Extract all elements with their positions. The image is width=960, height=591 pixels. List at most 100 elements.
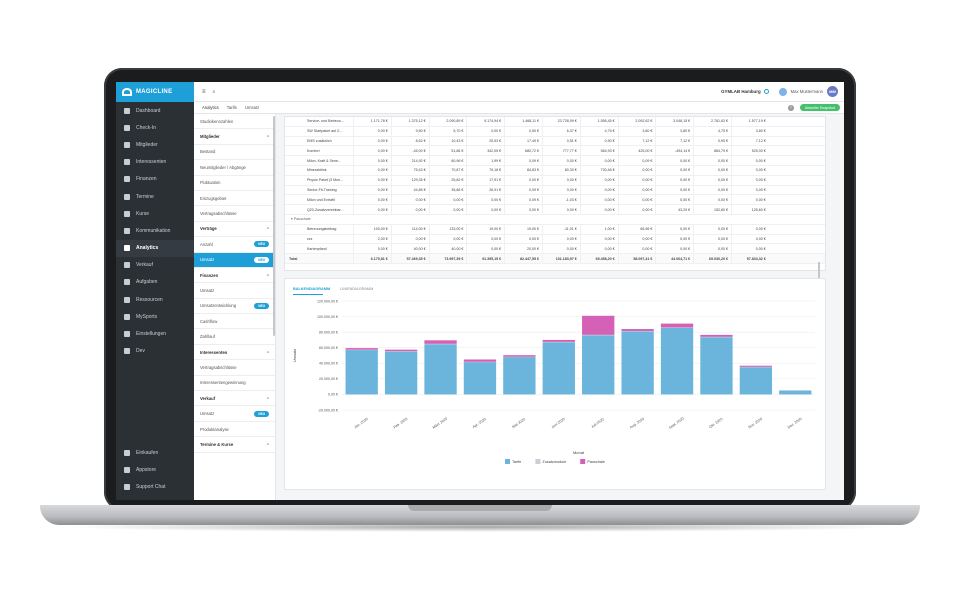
sidebar-item-check-in[interactable]: Check-In xyxy=(116,119,194,136)
subnav-item[interactable]: Zahllauf xyxy=(194,329,275,345)
search-icon[interactable]: ⌕ xyxy=(212,88,216,95)
legend-label[interactable]: Pauschale xyxy=(587,460,605,464)
subnav-item[interactable]: Interessentengewinnung xyxy=(194,376,275,392)
subnav-item[interactable]: Einzugsgebiet xyxy=(194,191,275,207)
chevron-up-icon[interactable]: ^ xyxy=(266,441,269,447)
tab-bar-chart[interactable]: BALKENDIAGRAMM xyxy=(293,287,331,291)
table-cell: 0,00 € xyxy=(353,156,391,165)
chevron-up-icon[interactable]: ^ xyxy=(266,226,269,232)
bar-pauschale-5[interactable] xyxy=(542,339,575,342)
sidebar-item-dev[interactable]: Dev xyxy=(116,343,194,360)
legend-label[interactable]: Tarife xyxy=(512,460,521,464)
analytics-subnav: Studiokennzahlen Mitglieder ^ Bestand Neumit… xyxy=(194,114,276,500)
bar-tarife-0[interactable] xyxy=(345,350,378,395)
sidebar-item-kurse[interactable]: Kurse xyxy=(116,205,194,222)
bar-tarife-10[interactable] xyxy=(739,367,773,395)
sidebar-item-analytics[interactable]: Analytics xyxy=(116,239,194,257)
subnav-section-header[interactable]: Interessenten ^ xyxy=(194,345,275,361)
subnav-item[interactable]: Neumitglieder / Abgänge xyxy=(194,160,275,176)
chevron-up-icon[interactable]: ^ xyxy=(266,349,269,355)
bar-pauschale-9[interactable] xyxy=(700,334,733,337)
sidebar-item-termine[interactable]: Termine xyxy=(116,188,194,205)
bar-pauschale-6[interactable] xyxy=(582,315,615,335)
subnav-item[interactable]: Produktanalyse xyxy=(194,422,275,438)
table-cell: 0,51 € xyxy=(541,136,580,146)
bar-pauschale-2[interactable] xyxy=(424,340,457,344)
sidebar-item-ressourcen[interactable]: Ressourcen xyxy=(116,291,194,308)
bar-tarife-1[interactable] xyxy=(384,351,418,395)
studio-name[interactable]: GYMLAB Hamburg xyxy=(721,89,761,94)
row-label: SW Startpaket auf 2... xyxy=(307,129,343,134)
subnav-section-header[interactable]: Verträge ^ xyxy=(194,222,275,238)
user-name[interactable]: Max Mustermann xyxy=(790,89,823,94)
subnav-section-header[interactable]: Mitglieder ^ xyxy=(194,129,275,145)
subnav-item[interactable]: Umsatzentwicklung NEU xyxy=(194,299,275,315)
subnav-item[interactable]: Cashflow xyxy=(194,314,275,330)
subnav-item[interactable]: Vertragsabschlüsse xyxy=(194,360,275,376)
bar-pauschale-1[interactable] xyxy=(384,349,418,352)
subnav-item[interactable]: Umsatz NEU xyxy=(194,406,275,422)
sidebar-item-interessenten[interactable]: Interessenten xyxy=(116,154,194,171)
subnav-item[interactable]: Umsatz NEU xyxy=(194,252,275,268)
studio-avatar[interactable] xyxy=(778,87,787,96)
sidebar-item-support-chat[interactable]: Support Chat xyxy=(116,478,194,495)
hamburger-menu-icon[interactable]: ≡ xyxy=(202,88,206,95)
tab-umsatz[interactable]: Umsatz xyxy=(245,105,260,110)
bar-tarife-7[interactable] xyxy=(621,331,654,395)
sidebar-item-verkauf[interactable]: Verkauf xyxy=(116,257,194,274)
bar-tarife-8[interactable] xyxy=(660,327,694,395)
subnav-item[interactable]: Studiokennzahlen xyxy=(194,114,275,130)
bar-pauschale-7[interactable] xyxy=(621,329,654,331)
table-cell: 0,00 € xyxy=(466,205,504,214)
table-cell: 0,00 € xyxy=(617,165,656,175)
sidebar-item-appstore[interactable]: Appstore xyxy=(116,461,194,478)
bar-pauschale-10[interactable] xyxy=(739,365,773,367)
x-axis-label: Monat xyxy=(573,450,585,455)
sidebar-item-kommunikation[interactable]: Kommunikation xyxy=(116,222,194,239)
bar-tarife-3[interactable] xyxy=(463,362,497,395)
snapshot-button[interactable]: Aktueller Snapshot xyxy=(799,104,840,111)
subnav-item[interactable]: Anzahl NEU xyxy=(194,237,275,253)
bar-tarife-11[interactable] xyxy=(779,390,812,395)
chevron-up-icon[interactable]: ^ xyxy=(266,395,269,401)
sidebar-item-mitglieder[interactable]: Mitglieder xyxy=(116,136,194,153)
subnav-item[interactable]: Bestand xyxy=(194,145,275,161)
group-row[interactable]: ▾ Pauschale xyxy=(285,215,825,225)
subnav-item[interactable]: Umsatz xyxy=(194,283,275,299)
bar-pauschale-4[interactable] xyxy=(503,355,536,357)
row-label: Kartenpfand xyxy=(307,246,327,251)
subnav-label: Finanzen xyxy=(200,272,219,278)
bar-tarife-4[interactable] xyxy=(503,357,536,395)
subnav-section-header[interactable]: Termine & Kurse ^ xyxy=(194,437,275,453)
help-icon[interactable]: ? xyxy=(787,104,794,111)
logo[interactable]: MAGICLINE xyxy=(116,82,194,102)
subnav-scrollbar[interactable] xyxy=(273,116,275,336)
subnav-section-header[interactable]: Verkauf ^ xyxy=(194,391,275,407)
bar-pauschale-0[interactable] xyxy=(345,348,378,350)
subnav-item[interactable]: Vertragsabschlüsse xyxy=(194,206,275,222)
tab-analytics[interactable]: Analytics xyxy=(202,105,219,110)
bar-tarife-6[interactable] xyxy=(582,335,615,395)
bar-tarife-9[interactable] xyxy=(700,337,733,395)
sidebar-item-einstellungen[interactable]: Einstellungen xyxy=(116,325,194,342)
legend-label[interactable]: Zusatzmodule xyxy=(542,460,566,464)
sidebar-item-einkaufen[interactable]: Einkaufen xyxy=(116,444,194,461)
bar-pauschale-3[interactable] xyxy=(463,359,497,362)
table-cell: 4,75 € xyxy=(579,126,618,136)
bar-pauschale-8[interactable] xyxy=(660,323,694,328)
sidebar-item-mysports[interactable]: MySports xyxy=(116,308,194,325)
table-cell: 0,00 € xyxy=(693,244,731,254)
sidebar-item-aufgaben[interactable]: Aufgaben xyxy=(116,274,194,291)
chevron-up-icon[interactable]: ^ xyxy=(266,134,269,140)
bar-tarife-2[interactable] xyxy=(424,344,457,395)
sidebar-item-finanzen[interactable]: Finanzen xyxy=(116,171,194,188)
tab-line-chart[interactable]: LINIENDIAGRAMM xyxy=(340,287,374,291)
table-row: Milon und Extrafit 0,00 €0,00 €0,00 €0,00… xyxy=(285,195,825,206)
tab-tarife[interactable]: Tarife xyxy=(226,105,238,110)
bar-tarife-5[interactable] xyxy=(542,342,575,395)
subnav-item[interactable]: Fluktuation xyxy=(194,176,275,191)
user-avatar[interactable]: MM xyxy=(827,86,838,97)
sidebar-item-dashboard[interactable]: Dashboard xyxy=(116,102,194,119)
subnav-section-header[interactable]: Finanzen ^ xyxy=(194,268,275,284)
chevron-up-icon[interactable]: ^ xyxy=(266,272,269,278)
